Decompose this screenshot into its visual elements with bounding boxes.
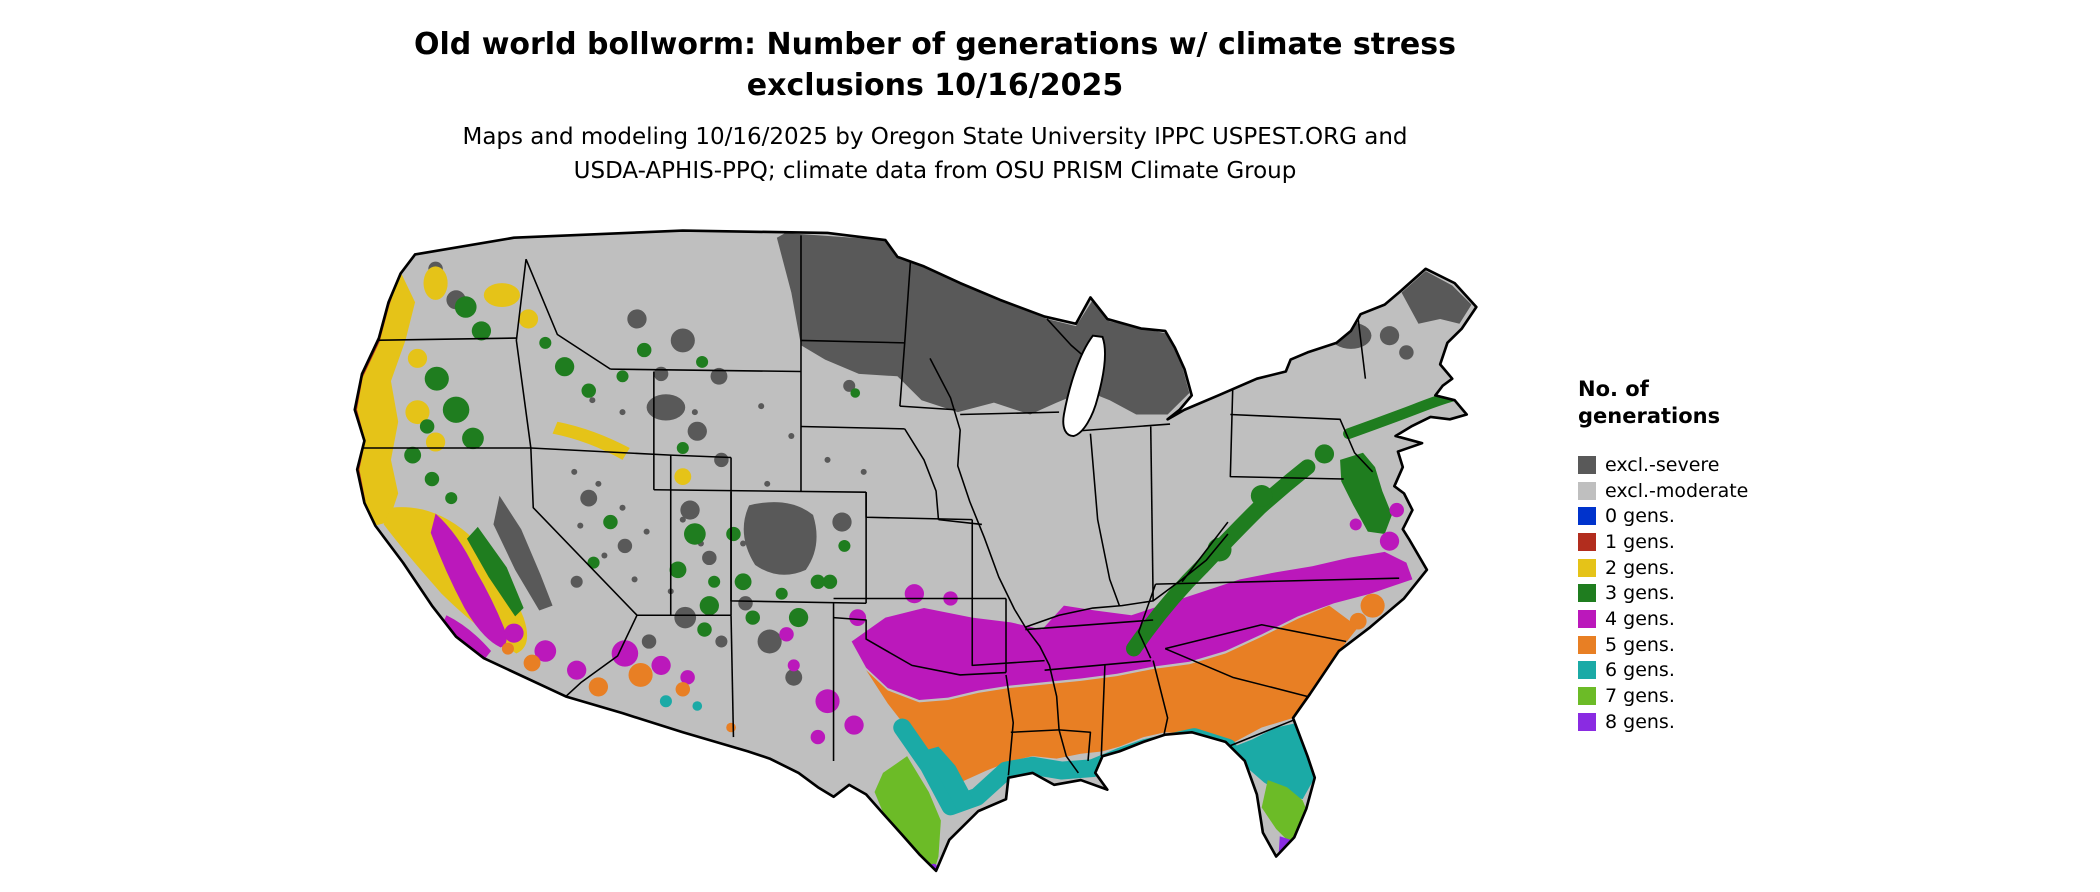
lake-michigan: [1062, 334, 1106, 437]
region-severe-colorado: [743, 502, 817, 575]
legend-item: 2 gens.: [1578, 555, 1838, 581]
us-generations-map: [321, 221, 1527, 884]
legend-label: excl.-moderate: [1605, 479, 1749, 502]
region-6gens-south-texas: [921, 746, 975, 812]
severe-speckles: [571, 397, 867, 595]
legend-swatch-severe: [1578, 455, 1596, 474]
legend-item: excl.-moderate: [1578, 478, 1838, 504]
region-4gens-band: [851, 551, 1413, 701]
legend-item: 7 gens.: [1578, 683, 1838, 709]
title-line-2: exclusions 10/16/2025: [746, 68, 1124, 103]
legend-swatch-g8: [1578, 712, 1596, 731]
region-severe-maine: [1401, 271, 1472, 324]
region-2gens-pacific: [354, 256, 416, 526]
legend-item: excl.-severe: [1578, 452, 1838, 478]
legend-label: 8 gens.: [1605, 710, 1675, 733]
region-severe-sierra: [493, 495, 553, 611]
legend-item: 0 gens.: [1578, 503, 1838, 529]
region-3gens-new-england-coast: [1343, 390, 1461, 440]
us-outline: [353, 229, 1478, 873]
legend-swatch-g0: [1578, 507, 1596, 526]
map-legend: No. of generations excl.-severe excl.-mod…: [1578, 376, 1838, 735]
legend-swatch-g2: [1578, 558, 1596, 577]
legend-label: 6 gens.: [1605, 659, 1675, 682]
region-7gens-south-florida: [1261, 780, 1308, 843]
legend-label: 5 gens.: [1605, 633, 1675, 656]
legend-swatch-g7: [1578, 687, 1596, 706]
legend-title-line-1: No. of: [1578, 377, 1649, 401]
region-severe-adirondacks: [1330, 322, 1372, 349]
map-region-fills: [354, 230, 1477, 871]
legend-title-line-2: generations: [1578, 404, 1721, 428]
region-5gens-band: [866, 605, 1359, 783]
region-3gens-nj-delmarva: [1340, 452, 1392, 534]
state-borders: [357, 235, 1400, 776]
legend-item: 6 gens.: [1578, 658, 1838, 684]
region-6gens-florida: [1227, 722, 1315, 800]
legend-label: 3 gens.: [1605, 582, 1675, 605]
us-map-svg: [353, 229, 1478, 873]
legend-items: excl.-severe excl.-moderate 0 gens. 1 gens.…: [1578, 452, 1838, 735]
legend-item: 1 gens.: [1578, 529, 1838, 555]
legend-swatch-g5: [1578, 635, 1596, 654]
legend-label: 1 gens.: [1605, 530, 1675, 553]
legend-swatch-g3: [1578, 584, 1596, 603]
subtitle-line-1: Maps and modeling 10/16/2025 by Oregon S…: [462, 124, 1408, 150]
legend-swatch-moderate: [1578, 481, 1596, 500]
legend-label: 7 gens.: [1605, 685, 1675, 708]
legend-item: 5 gens.: [1578, 632, 1838, 658]
legend-label: 4 gens.: [1605, 607, 1675, 630]
legend-swatch-g1: [1578, 532, 1596, 551]
title-line-1: Old world bollworm: Number of generation…: [413, 27, 1456, 62]
legend-swatch-g6: [1578, 661, 1596, 680]
region-7gens-rio-grande: [874, 756, 941, 869]
legend-swatch-g4: [1578, 609, 1596, 628]
page-subtitle: Maps and modeling 10/16/2025 by Oregon S…: [250, 120, 1620, 188]
page-title: Old world bollworm: Number of generation…: [250, 24, 1620, 106]
legend-item: 4 gens.: [1578, 606, 1838, 632]
subtitle-line-2: USDA-APHIS-PPQ; climate data from OSU PR…: [573, 158, 1297, 184]
legend-label: 0 gens.: [1605, 505, 1675, 528]
region-3gens-sierra-foothills: [466, 526, 524, 617]
legend-item: 8 gens.: [1578, 709, 1838, 735]
legend-label: excl.-severe: [1605, 453, 1720, 476]
legend-label: 2 gens.: [1605, 556, 1675, 579]
legend-item: 3 gens.: [1578, 580, 1838, 606]
legend-title: No. of generations: [1578, 376, 1838, 430]
region-4gens-central-valley: [430, 513, 507, 648]
